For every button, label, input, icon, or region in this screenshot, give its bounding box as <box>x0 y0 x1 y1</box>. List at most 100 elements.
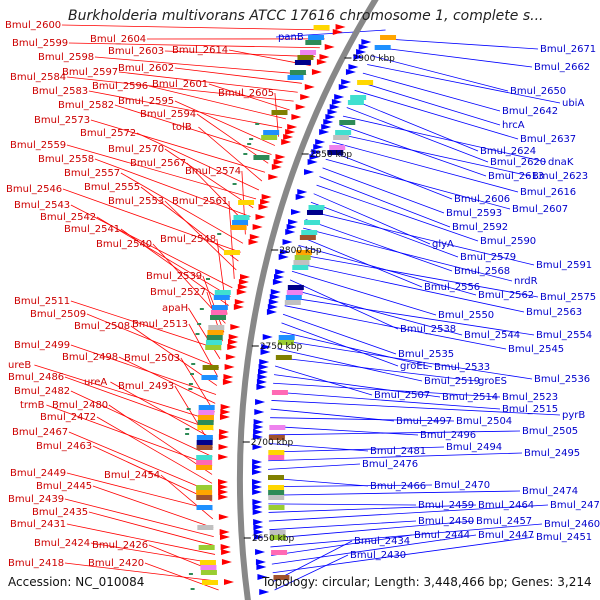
right-gene-label[interactable]: Bmul_2556 <box>424 282 480 293</box>
left-gene-label[interactable]: Bmul_2454 <box>104 470 160 481</box>
right-gene-label[interactable]: Bmul_2637 <box>520 134 576 145</box>
right-gene-label[interactable]: Bmul_2451 <box>536 532 592 543</box>
left-gene-label[interactable]: ureA <box>84 377 107 388</box>
left-gene-label[interactable]: Bmul_2597 <box>62 67 118 78</box>
right-gene-label[interactable]: Bmul_2616 <box>520 187 576 198</box>
left-gene-label[interactable]: Bmul_2599 <box>12 38 68 49</box>
left-gene-label[interactable]: Bmul_2480 <box>52 400 108 411</box>
left-gene-label[interactable]: tolB <box>172 122 192 133</box>
right-gene-label[interactable]: Bmul_2515 <box>502 404 558 415</box>
left-gene-label[interactable]: ureB <box>8 360 31 371</box>
right-gene-label[interactable]: Bmul_2464 <box>478 500 534 511</box>
right-gene-label[interactable]: Bmul_2471 <box>550 500 600 511</box>
right-gene-label[interactable]: Bmul_2606 <box>454 194 510 205</box>
left-gene-label[interactable]: Bmul_2595 <box>118 96 174 107</box>
left-gene-label[interactable]: Bmul_2558 <box>38 154 94 165</box>
left-gene-label[interactable]: Bmul_2541 <box>64 224 120 235</box>
left-gene-label[interactable]: Bmul_2420 <box>88 558 144 569</box>
right-gene-label[interactable]: Bmul_2538 <box>400 324 456 335</box>
left-gene-label[interactable]: Bmul_2546 <box>6 184 62 195</box>
left-gene-label[interactable]: Bmul_2482 <box>14 386 70 397</box>
left-gene-label[interactable]: Bmul_2467 <box>12 427 68 438</box>
left-gene-label[interactable]: apaH <box>162 303 188 314</box>
right-gene-label[interactable]: Bmul_2470 <box>434 480 490 491</box>
left-gene-label[interactable]: Bmul_2548 <box>160 234 216 245</box>
left-gene-label[interactable]: Bmul_2542 <box>40 212 96 223</box>
left-gene-label[interactable]: Bmul_2508 <box>74 321 130 332</box>
right-gene-label[interactable]: groEL <box>400 361 429 372</box>
left-gene-label[interactable]: Bmul_2449 <box>10 468 66 479</box>
left-gene-label[interactable]: Bmul_2584 <box>10 72 66 83</box>
left-gene-label[interactable]: Bmul_2596 <box>92 81 148 92</box>
left-gene-label[interactable]: Bmul_2498 <box>62 352 118 363</box>
right-gene-label[interactable]: Bmul_2662 <box>534 62 590 73</box>
left-gene-label[interactable]: Bmul_2570 <box>108 144 164 155</box>
right-gene-label[interactable]: Bmul_2444 <box>414 530 470 541</box>
right-gene-label[interactable]: Bmul_2434 <box>354 536 410 547</box>
right-gene-label[interactable]: Bmul_2563 <box>526 307 582 318</box>
right-gene-label[interactable]: Bmul_2536 <box>534 374 590 385</box>
right-gene-label[interactable]: Bmul_2430 <box>350 550 406 561</box>
left-gene-label[interactable]: Bmul_2598 <box>38 52 94 63</box>
left-gene-label[interactable]: Bmul_2557 <box>64 168 120 179</box>
right-gene-label[interactable]: Bmul_2474 <box>522 486 578 497</box>
left-gene-label[interactable]: Bmul_2574 <box>185 166 241 177</box>
left-gene-label[interactable]: Bmul_2559 <box>10 140 66 151</box>
left-gene-label[interactable]: Bmul_2431 <box>10 519 66 530</box>
right-gene-label[interactable]: panB <box>278 32 304 43</box>
right-gene-label[interactable]: glyA <box>432 239 454 250</box>
right-gene-label[interactable]: Bmul_2481 <box>370 446 426 457</box>
right-gene-label[interactable]: Bmul_2457 <box>476 516 532 527</box>
left-gene-label[interactable]: Bmul_2553 <box>108 196 164 207</box>
left-gene-label[interactable]: Bmul_2499 <box>14 340 70 351</box>
left-gene-label[interactable]: Bmul_2555 <box>84 182 140 193</box>
right-gene-label[interactable]: Bmul_2650 <box>510 86 566 97</box>
right-gene-label[interactable]: Bmul_2579 <box>460 252 516 263</box>
right-gene-label[interactable]: Bmul_2568 <box>454 266 510 277</box>
right-gene-label[interactable]: Bmul_2533 <box>434 362 490 373</box>
right-gene-label[interactable]: Bmul_2591 <box>536 260 592 271</box>
right-gene-label[interactable]: Bmul_2575 <box>540 292 596 303</box>
left-gene-label[interactable]: Bmul_2513 <box>132 319 188 330</box>
right-gene-label[interactable]: Bmul_2495 <box>524 448 580 459</box>
left-gene-label[interactable]: Bmul_2583 <box>32 86 88 97</box>
right-gene-label[interactable]: Bmul_2620 <box>490 157 546 168</box>
right-gene-label[interactable]: Bmul_2466 <box>370 481 426 492</box>
right-gene-label[interactable]: Bmul_2519 <box>424 376 480 387</box>
right-gene-label[interactable]: ubiA <box>562 98 584 109</box>
left-gene-label[interactable]: Bmul_2426 <box>92 540 148 551</box>
left-gene-label[interactable]: Bmul_2561 <box>172 196 228 207</box>
left-gene-label[interactable]: Bmul_2493 <box>118 381 174 392</box>
left-gene-label[interactable]: Bmul_2503 <box>124 353 180 364</box>
right-gene-label[interactable]: Bmul_2523 <box>502 392 558 403</box>
right-gene-label[interactable]: Bmul_2545 <box>508 344 564 355</box>
right-gene-label[interactable]: Bmul_2562 <box>478 290 534 301</box>
right-gene-label[interactable]: Bmul_2544 <box>464 330 520 341</box>
left-gene-label[interactable]: Bmul_2604 <box>90 34 146 45</box>
right-gene-label[interactable]: Bmul_2496 <box>420 430 476 441</box>
right-gene-label[interactable]: Bmul_2507 <box>374 390 430 401</box>
right-gene-label[interactable]: nrdR <box>514 276 538 287</box>
left-gene-label[interactable]: Bmul_2424 <box>34 538 90 549</box>
left-gene-label[interactable]: Bmul_2567 <box>130 158 186 169</box>
right-gene-label[interactable]: Bmul_2514 <box>442 392 498 403</box>
left-gene-label[interactable]: Bmul_2486 <box>8 372 64 383</box>
right-gene-label[interactable]: Bmul_2450 <box>418 516 474 527</box>
right-gene-label[interactable]: pyrB <box>562 410 585 421</box>
right-gene-label[interactable]: Bmul_2494 <box>446 442 502 453</box>
left-gene-label[interactable]: Bmul_2605 <box>218 88 274 99</box>
left-gene-label[interactable]: Bmul_2439 <box>8 494 64 505</box>
left-gene-label[interactable]: Bmul_2603 <box>108 46 164 57</box>
left-gene-label[interactable]: Bmul_2600 <box>5 20 61 31</box>
right-gene-label[interactable]: Bmul_2593 <box>446 208 502 219</box>
right-gene-label[interactable]: Bmul_2459 <box>418 500 474 511</box>
right-gene-label[interactable]: Bmul_2642 <box>502 106 558 117</box>
right-gene-label[interactable]: Bmul_2550 <box>438 310 494 321</box>
right-gene-label[interactable]: Bmul_2535 <box>398 349 454 360</box>
left-gene-label[interactable]: Bmul_2540 <box>96 239 152 250</box>
left-gene-label[interactable]: Bmul_2435 <box>32 507 88 518</box>
right-gene-label[interactable]: dnaK <box>548 157 574 168</box>
left-gene-label[interactable]: Bmul_2539 <box>146 271 202 282</box>
right-gene-label[interactable]: Bmul_2447 <box>478 530 534 541</box>
right-gene-label[interactable]: Bmul_2504 <box>456 416 512 427</box>
